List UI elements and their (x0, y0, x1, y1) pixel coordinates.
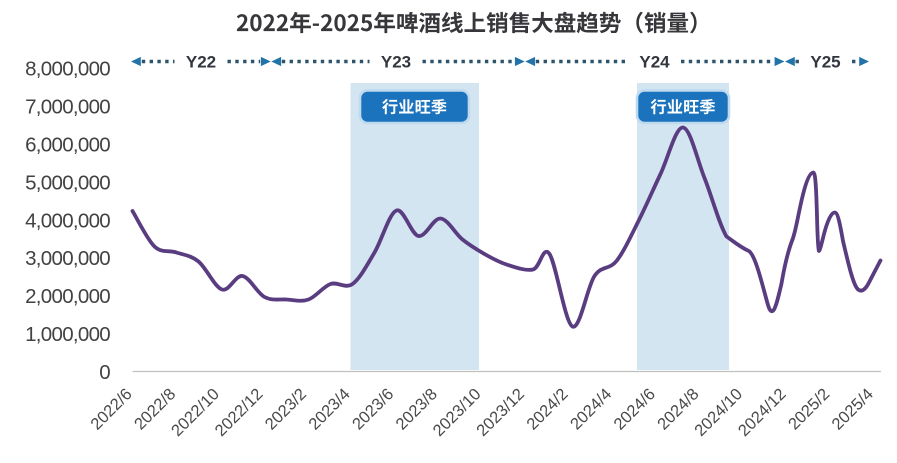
svg-text:Y24: Y24 (639, 52, 670, 71)
svg-text:Y25: Y25 (810, 52, 840, 71)
svg-text:4,000,000: 4,000,000 (25, 209, 110, 232)
svg-text:3,000,000: 3,000,000 (25, 247, 110, 270)
svg-text:1,000,000: 1,000,000 (25, 323, 110, 346)
svg-text:Y23: Y23 (381, 52, 411, 71)
svg-text:Y22: Y22 (186, 52, 216, 71)
svg-text:6,000,000: 6,000,000 (25, 134, 110, 157)
svg-text:7,000,000: 7,000,000 (25, 96, 110, 119)
svg-text:0: 0 (99, 361, 110, 384)
svg-text:5,000,000: 5,000,000 (25, 171, 110, 194)
svg-text:8,000,000: 8,000,000 (25, 58, 110, 81)
svg-text:2,000,000: 2,000,000 (25, 285, 110, 308)
